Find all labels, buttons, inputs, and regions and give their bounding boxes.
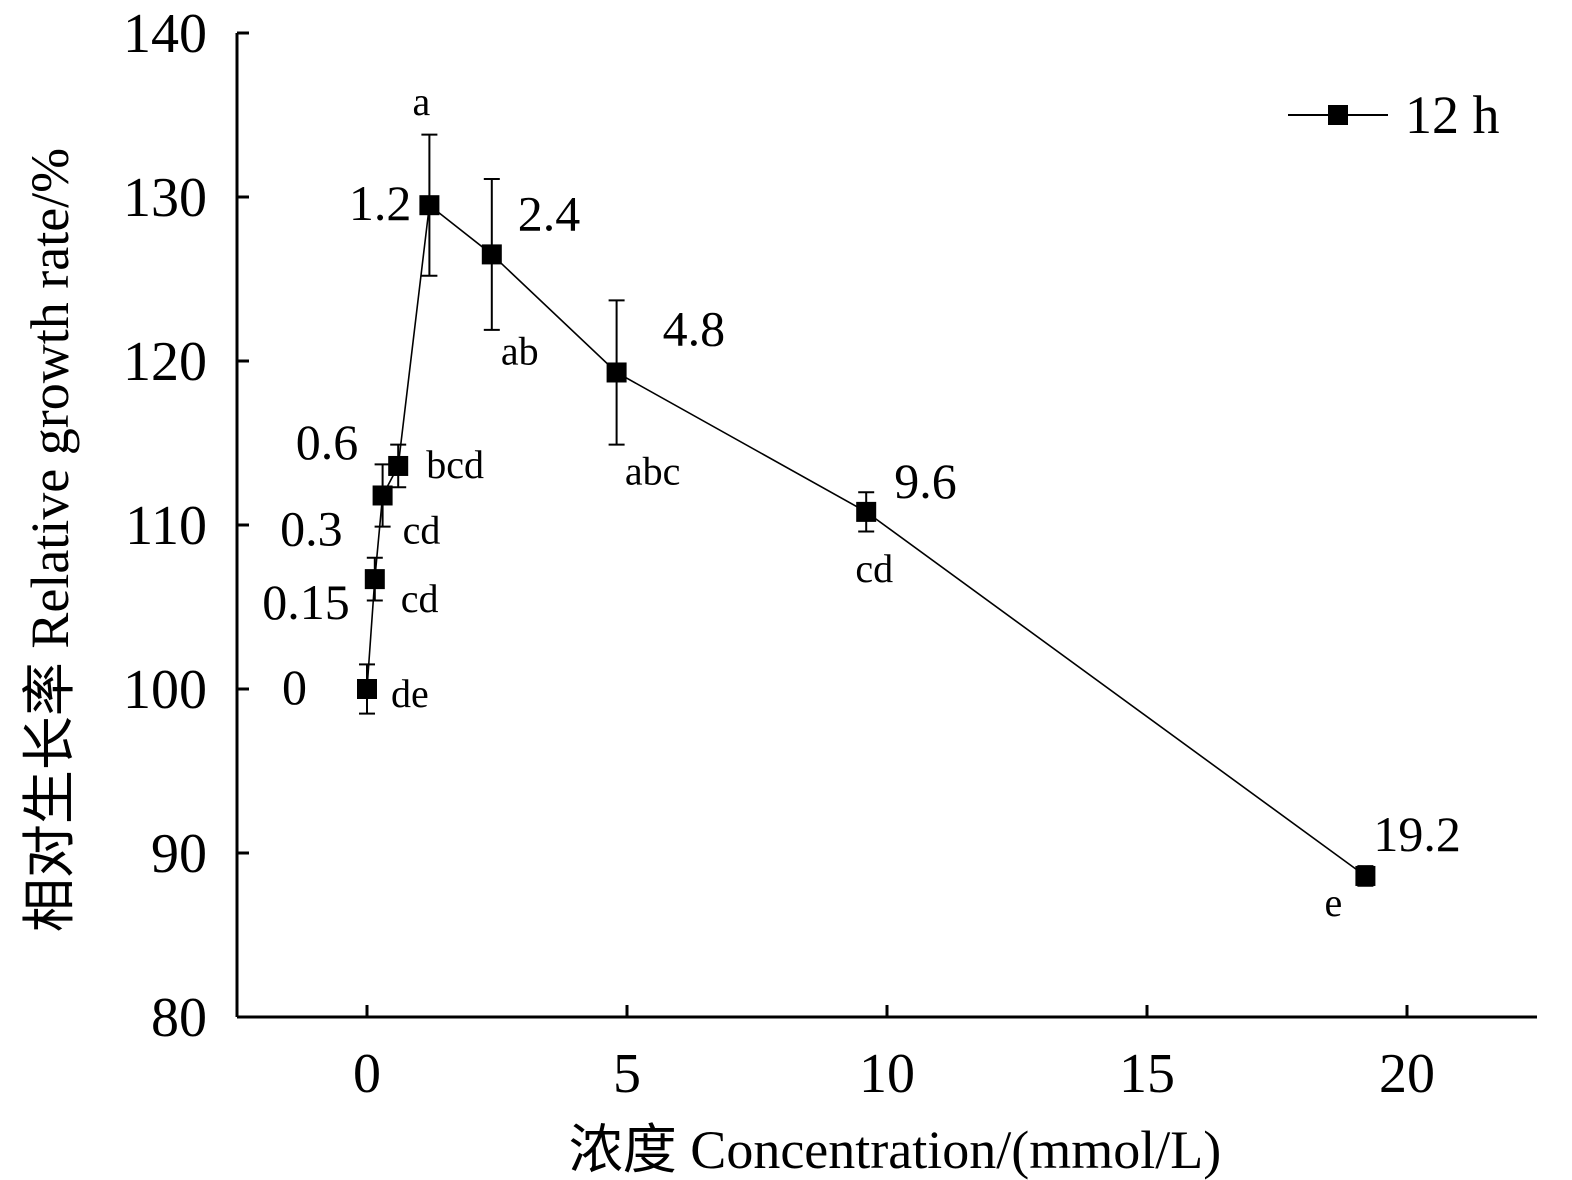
legend-series-label: 12 h: [1405, 85, 1500, 145]
data-point-marker: [357, 679, 377, 699]
significance-letter: abc: [625, 448, 681, 493]
y-tick-label: 80: [151, 987, 207, 1049]
x-tick-label: 5: [613, 1043, 641, 1105]
series-line-group: [366, 203, 1366, 877]
significance-letter: de: [391, 671, 429, 716]
legend: 12 h: [1288, 85, 1500, 145]
significance-letter: cd: [855, 546, 893, 591]
data-point-marker: [419, 195, 440, 216]
data-markers: [357, 195, 1376, 886]
y-axis-ticks: 80 90 100 110 120 130 140: [123, 3, 249, 1049]
data-point-marker: [606, 362, 627, 383]
concentration-label: 0.3: [280, 500, 343, 556]
y-tick-label: 100: [123, 659, 207, 721]
data-point-marker: [388, 455, 409, 476]
x-tick-label: 15: [1119, 1043, 1175, 1105]
significance-letter: ab: [501, 328, 539, 373]
x-axis-title: 浓度 Concentration/(mmol/L): [569, 1120, 1221, 1180]
y-tick-label: 120: [123, 331, 207, 393]
significance-letter: a: [413, 79, 431, 124]
x-axis-ticks: 0 5 10 15 20: [353, 1005, 1435, 1105]
concentration-label: 2.4: [518, 185, 581, 241]
concentration-label: 19.2: [1373, 806, 1461, 862]
data-point-marker: [372, 485, 393, 506]
significance-letter: cd: [403, 507, 441, 552]
data-point-marker: [1355, 865, 1376, 886]
concentration-label: 1.2: [349, 175, 412, 231]
data-point-marker: [364, 569, 385, 590]
concentration-label: 0.15: [262, 574, 350, 630]
y-tick-label: 130: [123, 167, 207, 229]
x-tick-label: 20: [1379, 1043, 1435, 1105]
y-tick-label: 90: [151, 823, 207, 885]
y-axis-title: 相对生长率 Relative growth rate/%: [20, 148, 80, 932]
y-tick-label: 110: [125, 495, 207, 557]
concentration-label: 9.6: [894, 453, 957, 509]
concentration-label: 0: [282, 659, 307, 715]
data-point-marker: [856, 501, 877, 522]
concentration-label: 0.6: [296, 414, 359, 470]
concentration-label: 4.8: [663, 300, 726, 356]
series-line-12h: [366, 203, 1366, 877]
data-point-marker: [481, 244, 502, 265]
significance-letter: e: [1325, 880, 1343, 925]
legend-marker-sample: [1328, 105, 1348, 125]
y-tick-label: 140: [123, 3, 207, 65]
x-tick-label: 10: [859, 1043, 915, 1105]
significance-letter: cd: [401, 576, 439, 621]
significance-letter: bcd: [426, 442, 484, 487]
x-tick-label: 0: [353, 1043, 381, 1105]
